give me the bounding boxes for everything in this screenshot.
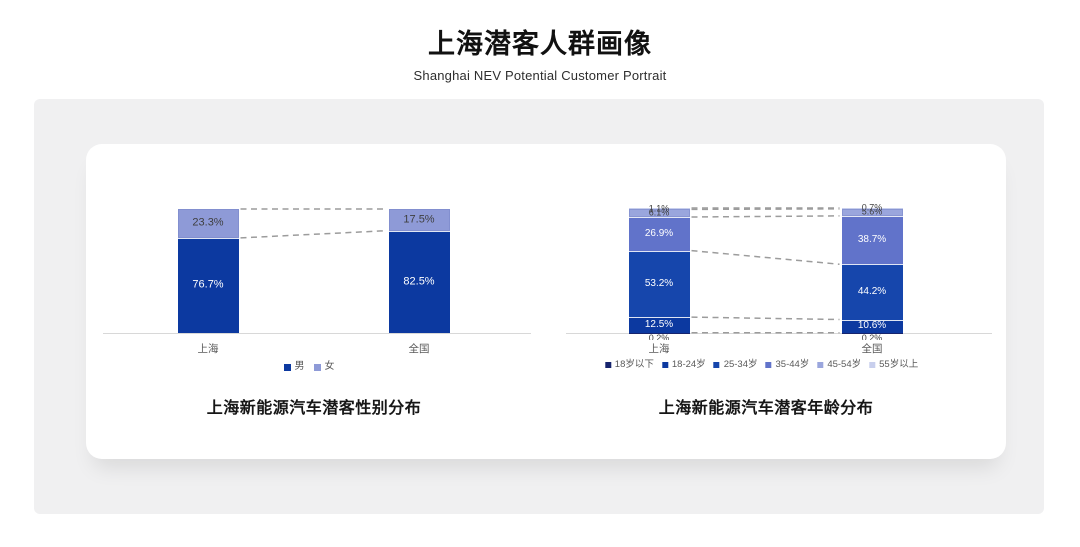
axis-category-label: 上海 xyxy=(648,343,670,355)
axis-category-label: 全国 xyxy=(408,343,430,355)
segment-separator xyxy=(628,250,690,252)
plot-clip-area: 76.7% 23.3% 82.5% 17.5% 0.2% 12.5% 53.2% 26.9% 6… xyxy=(103,202,992,341)
legend-label: 男 xyxy=(294,361,305,372)
segment-separator xyxy=(628,217,690,218)
dashed-connector xyxy=(691,316,840,321)
legend-label: 35-44岁 xyxy=(775,359,810,370)
segment-separator xyxy=(388,230,450,232)
legend-swatch-icon xyxy=(817,361,824,368)
legend-label: 18-24岁 xyxy=(671,359,706,370)
age-chart-caption: 上海新能源汽车潜客年龄分布 xyxy=(658,400,874,417)
chart-legend: 男女 xyxy=(283,361,344,372)
legend-item-55岁以上: 55岁以上 xyxy=(869,360,918,370)
segment-value-label: 76.7% xyxy=(192,278,224,291)
x-axis-line xyxy=(103,333,531,334)
dashed-connector xyxy=(691,208,840,211)
bar-segment-男 xyxy=(177,237,239,333)
legend-swatch-icon xyxy=(313,363,321,371)
legend-item-18岁以下: 18岁以下 xyxy=(604,359,654,370)
segment-value-label: 5.6% xyxy=(861,206,883,217)
bar-segment-女 xyxy=(388,209,450,231)
legend-swatch-icon xyxy=(713,361,720,368)
page-subtitle: Shanghai NEV Potential Customer Portrait xyxy=(413,68,667,83)
segment-value-label: 12.5% xyxy=(644,318,674,330)
segment-value-label: 0.2% xyxy=(861,333,883,341)
dashed-connector xyxy=(691,249,840,265)
legend-swatch-icon xyxy=(661,361,668,368)
segment-separator xyxy=(177,237,239,239)
gender-chart-caption: 上海新能源汽车潜客性别分布 xyxy=(206,400,422,417)
legend-item-45-54岁: 45-54岁 xyxy=(817,360,861,370)
segment-separator xyxy=(628,317,690,319)
segment-value-label: 23.3% xyxy=(192,216,224,229)
segment-separator xyxy=(841,319,903,321)
bar-segment-女 xyxy=(177,209,239,238)
legend-item-25-34岁: 25-34岁 xyxy=(713,359,758,370)
segment-value-label: 0.7% xyxy=(861,202,883,213)
chart-legend: 18岁以下 18-24岁 25-34岁 35-44岁 45-54岁 55岁以上 xyxy=(604,359,926,370)
bar-segment-18岁以下 xyxy=(628,332,690,334)
bar-segment-45-54岁 xyxy=(841,208,903,216)
header: 上海潜客人群画像 Shanghai NEV Potential Customer… xyxy=(0,22,1080,83)
legend-swatch-icon xyxy=(283,363,291,371)
legend-swatch-icon xyxy=(604,361,611,368)
legend-label: 18岁以下 xyxy=(614,359,654,370)
legend-swatch-icon xyxy=(869,361,876,368)
page-title: 上海潜客人群画像 xyxy=(428,29,652,59)
axis-category-label: 全国 xyxy=(861,343,883,355)
bar-segment-25-34岁 xyxy=(841,264,903,320)
legend-label: 45-54岁 xyxy=(827,359,862,370)
segment-separator xyxy=(841,215,903,217)
bar-segment-男 xyxy=(388,230,450,333)
legend-item-男: 男 xyxy=(283,361,305,372)
bar-segment-25-34岁 xyxy=(628,250,690,318)
bar-segment-18岁以下 xyxy=(841,332,903,334)
legend-item-18-24岁: 18-24岁 xyxy=(661,359,706,370)
segment-separator xyxy=(841,264,903,266)
bar-segment-35-44岁 xyxy=(841,215,903,265)
legend-label: 55岁以上 xyxy=(879,359,919,370)
legend-label: 25-34岁 xyxy=(723,359,758,370)
bar-segment-55岁以上 xyxy=(628,208,690,210)
legend-item-女: 女 xyxy=(313,361,335,372)
segment-value-label: 82.5% xyxy=(403,275,435,288)
legend-swatch-icon xyxy=(765,361,772,368)
segment-value-label: 53.2% xyxy=(644,277,674,289)
segment-value-label: 1.1% xyxy=(648,203,670,214)
segment-value-label: 26.9% xyxy=(644,227,674,239)
axis-category-label: 上海 xyxy=(197,343,219,355)
bar-segment-35-44岁 xyxy=(628,217,690,251)
legend-item-35-44岁: 35-44岁 xyxy=(765,359,810,370)
segment-value-label: 6.1% xyxy=(648,207,670,218)
segment-value-label: 0.2% xyxy=(648,333,670,341)
bar-segment-18-24岁 xyxy=(628,317,690,333)
segment-value-label: 44.2% xyxy=(857,285,887,297)
legend-label: 女 xyxy=(324,361,335,372)
bar-segment-55岁以上 xyxy=(841,208,903,209)
dashed-connector xyxy=(691,215,840,218)
bar-segment-18-24岁 xyxy=(841,319,903,333)
segment-value-label: 38.7% xyxy=(857,234,887,246)
dashed-connector xyxy=(240,229,387,239)
segment-value-label: 17.5% xyxy=(403,213,435,226)
connector-lines xyxy=(240,207,840,334)
bar-segment-45-54岁 xyxy=(628,209,690,217)
segment-value-label: 10.6% xyxy=(857,320,887,332)
